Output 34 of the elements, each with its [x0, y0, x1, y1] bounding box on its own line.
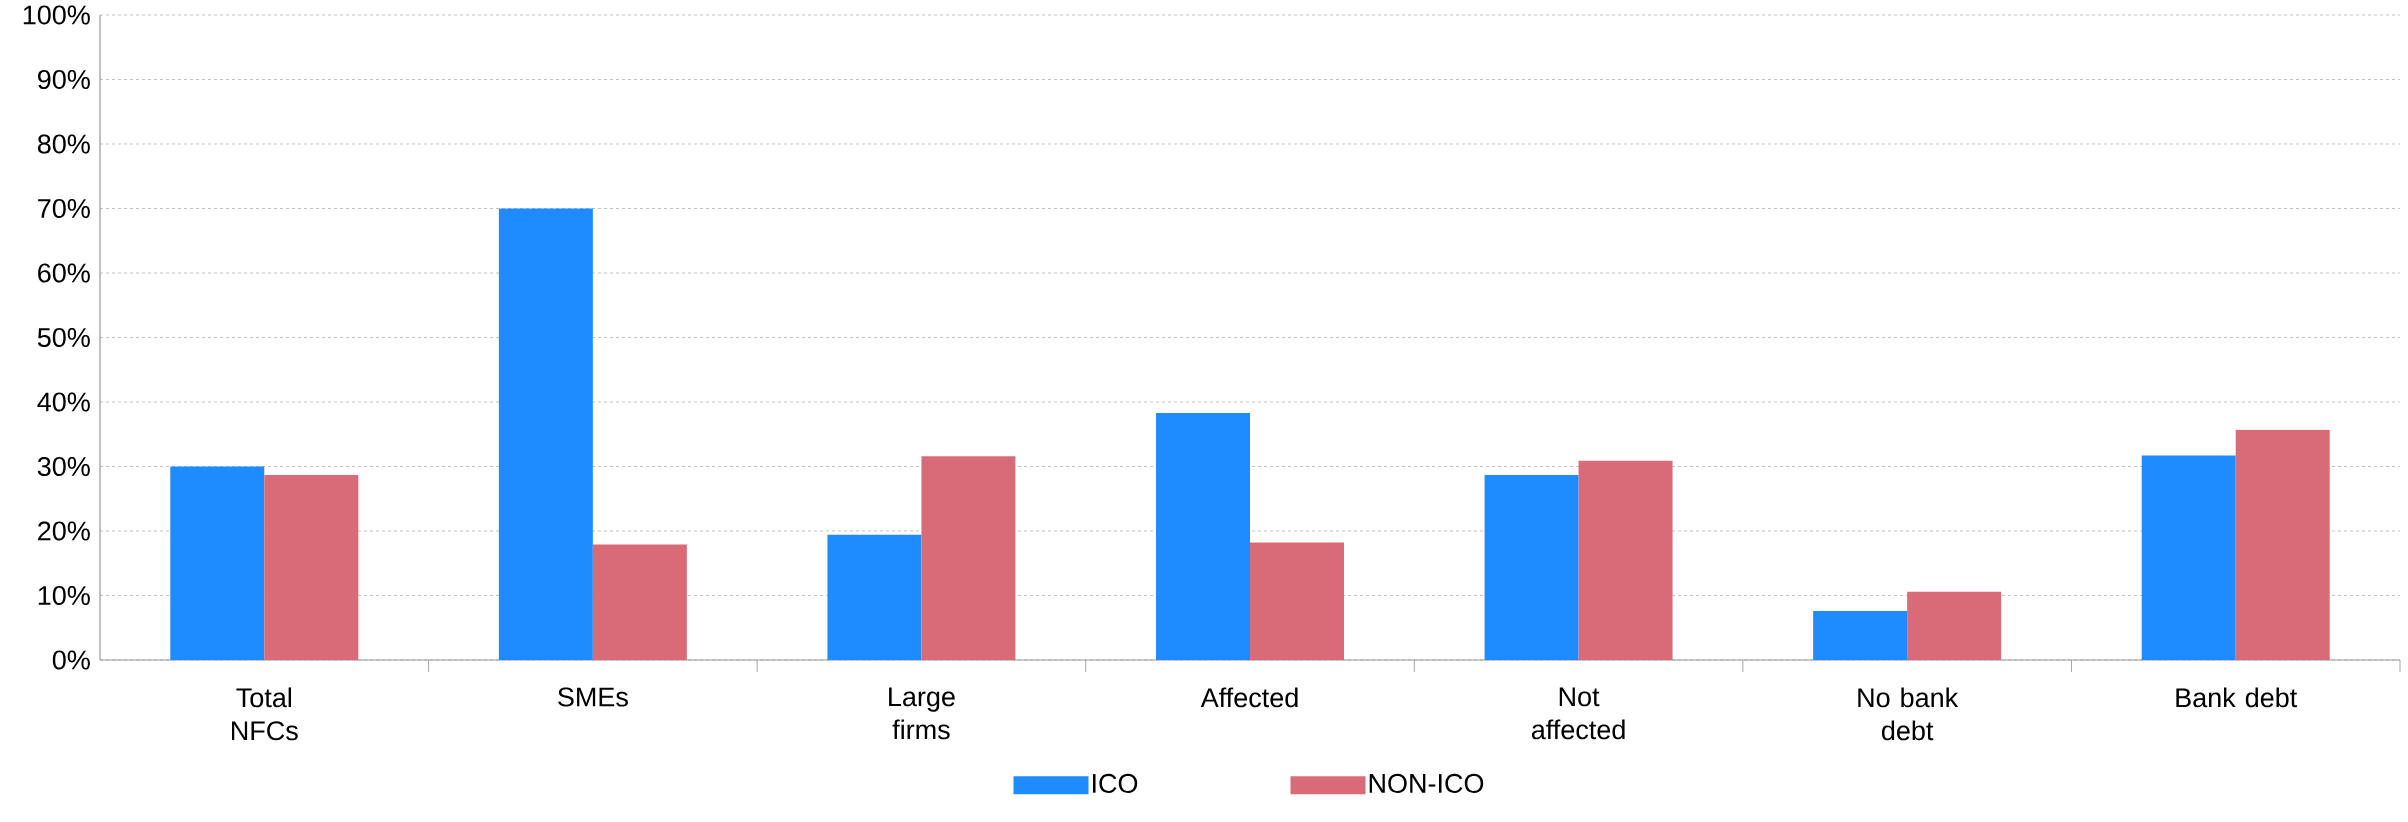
y-tick-label: 10%: [38, 585, 90, 606]
y-tick-label: 90%: [38, 69, 90, 90]
bar: [2141, 455, 2236, 660]
legend-label: NON-ICO: [1369, 773, 1484, 793]
y-tick-label: 100%: [23, 5, 90, 25]
bar: [2235, 429, 2330, 660]
bar: [498, 208, 593, 660]
y-tick-label: 0%: [52, 650, 90, 670]
bar: [1578, 460, 1673, 660]
y-tick-label: 40%: [37, 392, 90, 412]
x-tick-label: Affected: [1200, 687, 1298, 708]
x-tick-label: Bank debt: [2176, 687, 2298, 708]
bar: [827, 534, 922, 660]
bar: [264, 474, 359, 660]
x-tick-label: Total NFCs: [232, 687, 298, 741]
bar: [921, 456, 1016, 660]
y-tick-label: 50%: [37, 327, 90, 348]
bar: [1484, 474, 1579, 660]
y-tick-label: 20%: [38, 521, 90, 541]
y-tick-label: 30%: [37, 456, 90, 477]
y-tick-label: 70%: [38, 198, 90, 219]
bar: [1907, 591, 2002, 660]
bar: [592, 544, 687, 660]
bar: [1813, 610, 1908, 660]
x-tick-label: SMEs: [558, 687, 628, 707]
bar: [1250, 542, 1344, 660]
legend-label: ICO: [1093, 773, 1138, 793]
y-tick-label: 60%: [38, 263, 90, 283]
bar: [1156, 412, 1250, 660]
x-tick-label: No bank debt: [1858, 687, 1959, 741]
bar: [170, 466, 265, 660]
x-tick-label: Not affected: [1531, 687, 1625, 740]
x-tick-label: Large firms: [889, 687, 955, 740]
y-tick-label: 80%: [37, 134, 90, 154]
